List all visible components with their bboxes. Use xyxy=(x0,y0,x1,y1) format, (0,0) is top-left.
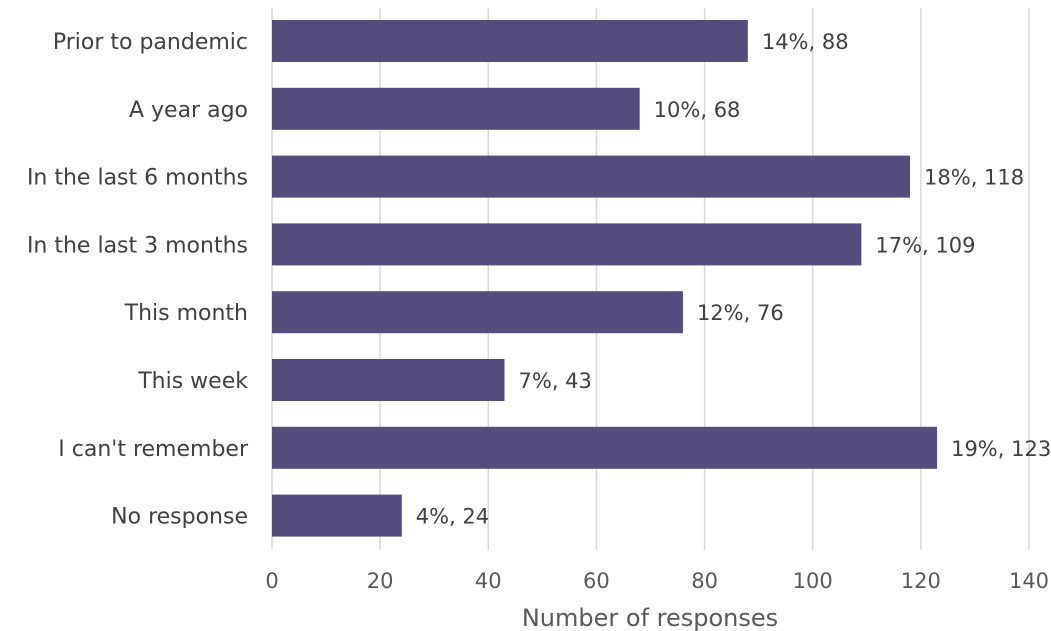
category-label: I can't remember xyxy=(58,437,249,462)
data-labels: 14%, 88 10%, 68 18%, 118 17%, 109 12%, 76 7%,… xyxy=(416,30,1051,529)
data-label: 12%, 76 xyxy=(697,301,784,325)
bar xyxy=(272,20,748,62)
bar xyxy=(272,155,911,198)
x-tick-label: 120 xyxy=(901,569,941,593)
bar xyxy=(272,494,402,537)
x-tick-labels: 0 20 40 60 80 100 120 140 xyxy=(265,569,1049,593)
data-label: 18%, 118 xyxy=(924,166,1024,190)
category-label: Prior to pandemic xyxy=(53,30,248,55)
category-label: No response xyxy=(111,505,248,530)
x-tick-label: 20 xyxy=(367,569,394,593)
data-label: 17%, 109 xyxy=(875,233,975,257)
category-labels: Prior to pandemic A year ago In the last 6… xyxy=(27,30,249,530)
data-label: 14%, 88 xyxy=(762,30,849,54)
x-axis-title: Number of responses xyxy=(522,604,778,631)
bars xyxy=(272,20,938,537)
x-tick-label: 0 xyxy=(265,569,278,593)
category-label: This week xyxy=(137,369,248,394)
bar xyxy=(272,359,505,401)
x-tick-label: 100 xyxy=(793,569,833,593)
category-label: In the last 3 months xyxy=(27,233,248,258)
data-label: 19%, 123 xyxy=(951,437,1051,461)
x-tick-label: 40 xyxy=(475,569,502,593)
data-label: 10%, 68 xyxy=(654,98,741,122)
data-label: 4%, 24 xyxy=(416,505,489,529)
category-label: In the last 6 months xyxy=(27,166,248,191)
category-label: A year ago xyxy=(129,98,248,123)
bar xyxy=(272,291,683,334)
bar xyxy=(272,223,862,266)
bar xyxy=(272,87,640,130)
x-tick-label: 140 xyxy=(1009,569,1049,593)
category-label: This month xyxy=(124,301,248,326)
x-tick-label: 80 xyxy=(691,569,718,593)
x-tick-label: 60 xyxy=(583,569,610,593)
data-label: 7%, 43 xyxy=(519,369,592,393)
bar xyxy=(272,426,938,469)
